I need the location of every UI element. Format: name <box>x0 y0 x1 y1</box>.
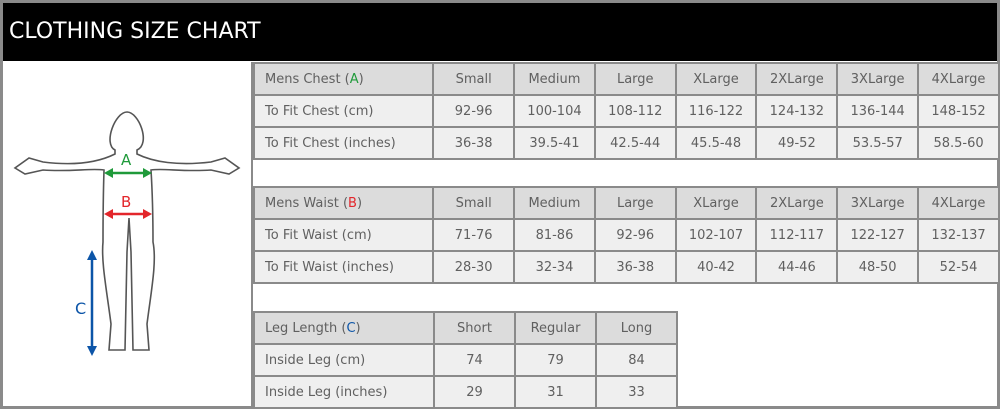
chest-size-table: Mens Chest (A) Small Medium Large XLarge… <box>252 62 1000 160</box>
column-header: Long <box>595 311 678 345</box>
cell: 45.5-48 <box>674 126 758 160</box>
cell: 148-152 <box>917 94 1000 128</box>
cell: 36-38 <box>593 250 677 284</box>
body-measurement-figure: A B C <box>3 62 253 406</box>
cell: 74 <box>433 343 516 377</box>
cell: 92-96 <box>432 94 516 128</box>
table-header-row: Leg Length (C) Short Regular Long <box>253 311 678 345</box>
row-label: Inside Leg (inches) <box>253 375 435 409</box>
row-label: Inside Leg (cm) <box>253 343 435 377</box>
row-label: To Fit Chest (inches) <box>252 126 435 160</box>
cell: 84 <box>595 343 678 377</box>
leg-arrow-icon <box>87 250 97 356</box>
cell: 28-30 <box>432 250 516 284</box>
cell: 112-117 <box>755 218 839 252</box>
column-header: 4XLarge <box>917 186 1000 220</box>
cell: 52-54 <box>917 250 1000 284</box>
cell: 32-34 <box>513 250 596 284</box>
cell: 44-46 <box>755 250 839 284</box>
cell: 39.5-41 <box>513 126 596 160</box>
page-title: CLOTHING SIZE CHART <box>3 3 997 61</box>
row-label: To Fit Waist (inches) <box>252 250 435 284</box>
table-row: Inside Leg (inches) 29 31 33 <box>253 375 678 409</box>
row-label: To Fit Chest (cm) <box>252 94 435 128</box>
label-c: C <box>75 299 86 318</box>
cell: 122-127 <box>836 218 920 252</box>
column-header: 2XLarge <box>755 186 839 220</box>
table-header-row: Mens Waist (B) Small Medium Large XLarge… <box>252 186 1000 220</box>
cell: 102-107 <box>674 218 758 252</box>
cell: 71-76 <box>432 218 516 252</box>
column-header: Large <box>593 62 677 96</box>
column-header: XLarge <box>674 186 758 220</box>
column-header: Short <box>433 311 516 345</box>
cell: 53.5-57 <box>836 126 920 160</box>
column-header: XLarge <box>674 62 758 96</box>
column-header: Small <box>432 62 516 96</box>
table-row: To Fit Waist (cm) 71-76 81-86 92-96 102-… <box>252 218 1000 252</box>
body-outline-icon <box>13 111 241 351</box>
label-a: A <box>121 151 132 169</box>
chest-header: Mens Chest (A) <box>252 62 435 96</box>
cell: 40-42 <box>674 250 758 284</box>
table-row: To Fit Chest (cm) 92-96 100-104 108-112 … <box>252 94 1000 128</box>
cell: 48-50 <box>836 250 920 284</box>
cell: 36-38 <box>432 126 516 160</box>
cell: 92-96 <box>593 218 677 252</box>
cell: 108-112 <box>593 94 677 128</box>
cell: 116-122 <box>674 94 758 128</box>
table-header-row: Mens Chest (A) Small Medium Large XLarge… <box>252 62 1000 96</box>
leg-header: Leg Length (C) <box>253 311 435 345</box>
cell: 100-104 <box>513 94 596 128</box>
cell: 29 <box>433 375 516 409</box>
leg-size-table: Leg Length (C) Short Regular Long Inside… <box>253 311 678 409</box>
cell: 79 <box>514 343 597 377</box>
cell: 124-132 <box>755 94 839 128</box>
table-row: Inside Leg (cm) 74 79 84 <box>253 343 678 377</box>
column-header: Large <box>593 186 677 220</box>
label-b: B <box>121 193 131 211</box>
cell: 33 <box>595 375 678 409</box>
cell: 81-86 <box>513 218 596 252</box>
cell: 58.5-60 <box>917 126 1000 160</box>
column-header: 4XLarge <box>917 62 1000 96</box>
cell: 49-52 <box>755 126 839 160</box>
cell: 132-137 <box>917 218 1000 252</box>
table-row: To Fit Waist (inches) 28-30 32-34 36-38 … <box>252 250 1000 284</box>
waist-size-table: Mens Waist (B) Small Medium Large XLarge… <box>252 186 1000 284</box>
cell: 42.5-44 <box>593 126 677 160</box>
cell: 31 <box>514 375 597 409</box>
column-header: Small <box>432 186 516 220</box>
row-label: To Fit Waist (cm) <box>252 218 435 252</box>
column-header: Medium <box>513 186 596 220</box>
column-header: Regular <box>514 311 597 345</box>
waist-arrow-icon <box>104 209 152 219</box>
column-header: 3XLarge <box>836 62 920 96</box>
waist-header: Mens Waist (B) <box>252 186 435 220</box>
cell: 136-144 <box>836 94 920 128</box>
column-header: 2XLarge <box>755 62 839 96</box>
chest-arrow-icon <box>104 168 152 178</box>
column-header: 3XLarge <box>836 186 920 220</box>
column-header: Medium <box>513 62 596 96</box>
table-row: To Fit Chest (inches) 36-38 39.5-41 42.5… <box>252 126 1000 160</box>
